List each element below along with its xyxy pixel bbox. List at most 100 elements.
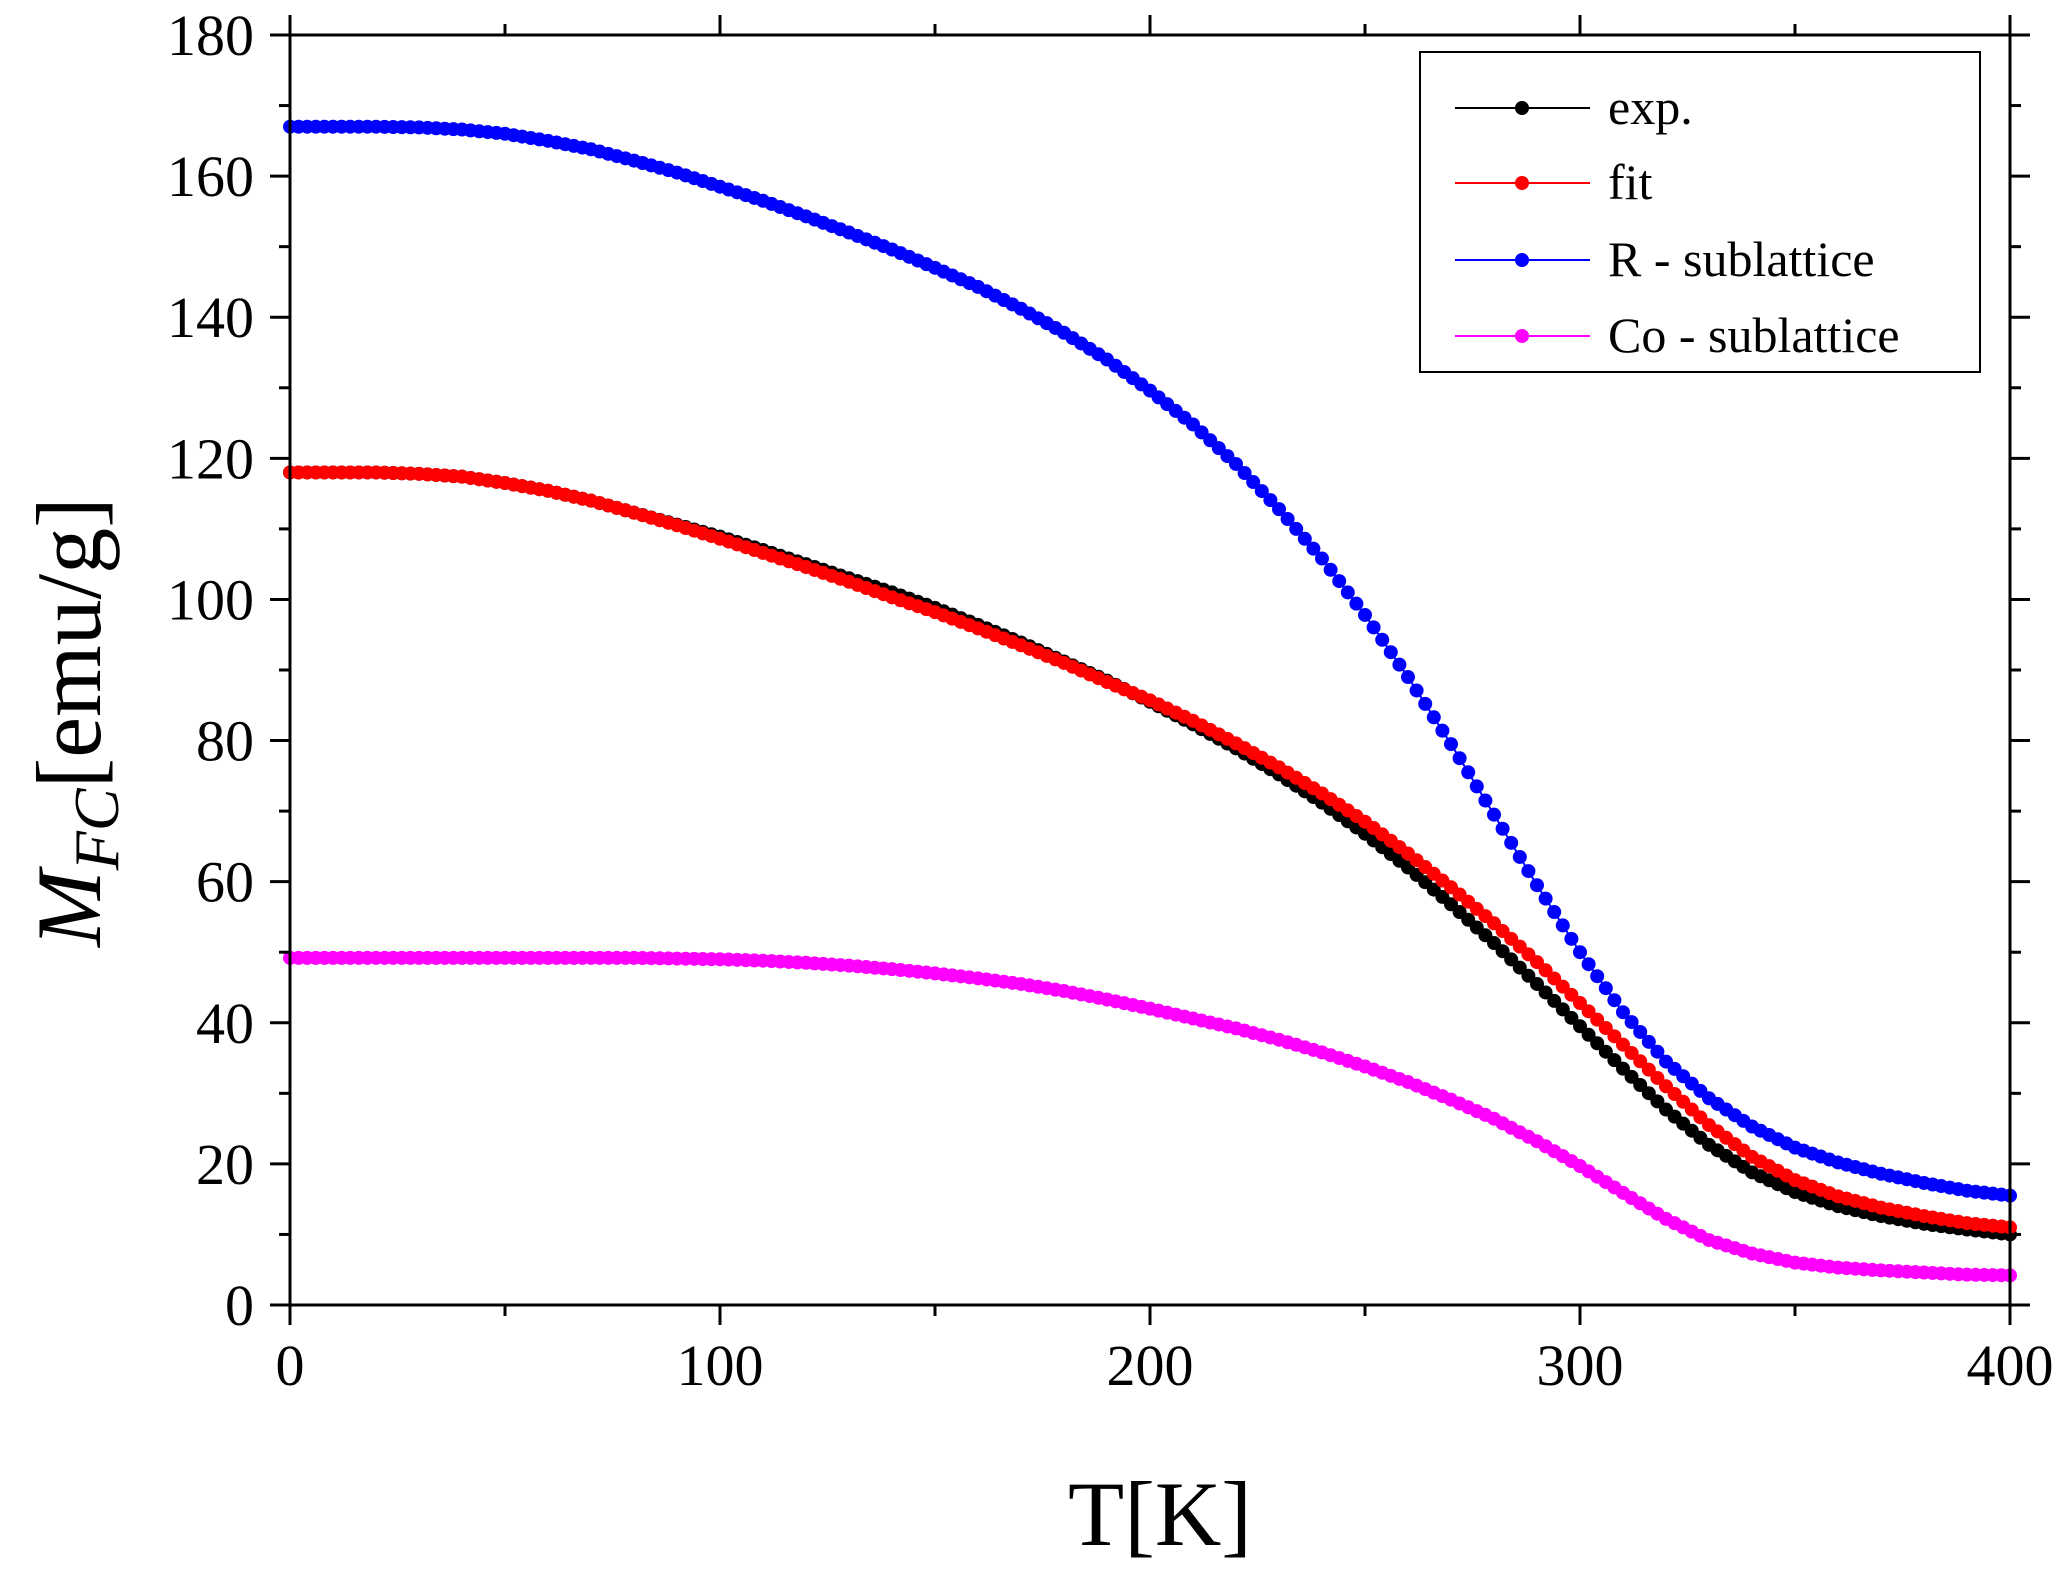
y-tick-label: 120 xyxy=(167,426,254,491)
data-point xyxy=(1461,765,1476,780)
legend-item-r-sublattice: R - sublattice xyxy=(1455,231,1875,287)
legend-item-fit: fit xyxy=(1455,154,1653,210)
data-point xyxy=(1237,466,1252,481)
data-point xyxy=(1598,1044,1613,1059)
y-axis-title-main: M xyxy=(18,866,120,949)
series-r-sublattice xyxy=(283,119,2017,1203)
legend-label-r-sublattice: R - sublattice xyxy=(1608,231,1875,287)
data-point xyxy=(1366,620,1381,635)
data-point xyxy=(1616,1037,1630,1052)
x-tick-label: 200 xyxy=(1107,1333,1194,1398)
y-tick-label: 0 xyxy=(225,1273,254,1338)
data-point xyxy=(1641,1034,1656,1049)
data-point xyxy=(1555,918,1570,933)
data-point xyxy=(1607,993,1622,1008)
data-point xyxy=(1590,1012,1605,1027)
data-point xyxy=(1547,905,1562,920)
legend-label-fit: fit xyxy=(1608,154,1653,210)
y-axis-title-unit: [emu/g] xyxy=(18,497,120,788)
data-point xyxy=(1530,878,1544,893)
data-point xyxy=(1349,596,1364,611)
data-point xyxy=(1538,985,1553,1000)
data-point xyxy=(1538,891,1553,906)
data-point xyxy=(1616,1005,1630,1020)
legend-marker-co-sublattice xyxy=(1515,329,1529,343)
data-point xyxy=(1315,551,1329,566)
data-point xyxy=(1487,807,1501,822)
data-point xyxy=(1401,670,1415,685)
data-point xyxy=(1444,737,1458,752)
y-tick-label: 100 xyxy=(167,567,254,632)
data-point xyxy=(1633,1024,1648,1039)
x-tick-label: 300 xyxy=(1537,1333,1624,1398)
x-tick-labels: 0 100 200 300 400 xyxy=(276,1333,2054,1398)
data-point xyxy=(1555,1002,1570,1017)
data-point xyxy=(1495,821,1510,836)
data-point xyxy=(1598,981,1613,996)
y-tick-label: 180 xyxy=(167,3,254,68)
y-tick-labels: 0 20 40 60 80 100 120 140 160 180 xyxy=(167,3,254,1338)
data-point xyxy=(1590,969,1605,984)
data-point xyxy=(1306,541,1321,556)
x-tick-label: 100 xyxy=(677,1333,764,1398)
data-point xyxy=(1297,531,1312,546)
legend-label-co-sublattice: Co - sublattice xyxy=(1608,307,1900,363)
data-point xyxy=(1581,1027,1596,1042)
data-point xyxy=(1650,1044,1665,1059)
y-tick-label: 80 xyxy=(196,709,254,774)
y-tick-label: 140 xyxy=(167,285,254,350)
x-axis-title: T[K] xyxy=(1068,1463,1252,1565)
y-axis-title-subscript: FC xyxy=(61,787,132,871)
data-point xyxy=(1607,1053,1622,1068)
data-point xyxy=(1547,993,1562,1008)
series-co-sublattice xyxy=(283,950,2017,1283)
data-point xyxy=(1409,683,1424,698)
data-point xyxy=(1452,751,1467,766)
data-point xyxy=(1573,945,1587,960)
legend-item-exp: exp. xyxy=(1455,79,1693,135)
data-point xyxy=(1332,574,1347,589)
data-point xyxy=(1435,723,1450,738)
y-axis-title: MFC[emu/g] xyxy=(18,497,132,949)
legend: exp. fit R - sublattice Co - sublattice xyxy=(1419,51,1981,373)
x-tick-label: 400 xyxy=(1967,1333,2054,1398)
data-point xyxy=(1418,696,1433,711)
data-point xyxy=(1392,657,1407,672)
legend-marker-r-sublattice xyxy=(1515,253,1529,267)
data-point xyxy=(1641,1062,1656,1077)
data-point xyxy=(1358,607,1372,622)
data-point xyxy=(1254,484,1269,499)
data-point xyxy=(1530,976,1544,991)
data-point xyxy=(1323,562,1338,577)
data-point xyxy=(1581,1004,1596,1019)
data-point xyxy=(1624,1045,1639,1060)
data-point xyxy=(1263,493,1278,508)
data-point xyxy=(1598,1020,1613,1035)
data-point xyxy=(1633,1054,1648,1069)
legend-marker-exp xyxy=(1515,101,1529,115)
legend-item-co-sublattice: Co - sublattice xyxy=(1455,307,1900,363)
data-point xyxy=(1375,632,1390,647)
data-point xyxy=(1229,456,1243,471)
data-point xyxy=(1573,1019,1587,1034)
data-point xyxy=(1650,1070,1665,1085)
legend-box xyxy=(1419,51,1981,373)
data-point xyxy=(1340,585,1355,600)
plot-area xyxy=(283,119,2017,1283)
data-point xyxy=(1280,512,1295,527)
data-point xyxy=(1521,864,1536,879)
y-tick-label: 20 xyxy=(196,1132,254,1197)
data-point xyxy=(1573,996,1587,1011)
y-tick-label: 60 xyxy=(196,850,254,915)
data-point xyxy=(1512,849,1527,864)
legend-marker-fit xyxy=(1515,176,1529,190)
data-point xyxy=(1581,957,1596,972)
data-point xyxy=(1383,645,1398,660)
data-point xyxy=(1564,1010,1579,1025)
data-point xyxy=(1504,835,1519,850)
axis-ticks xyxy=(270,15,2030,1325)
data-point xyxy=(1478,793,1493,808)
data-point xyxy=(1607,1029,1622,1044)
legend-label-exp: exp. xyxy=(1608,79,1693,135)
